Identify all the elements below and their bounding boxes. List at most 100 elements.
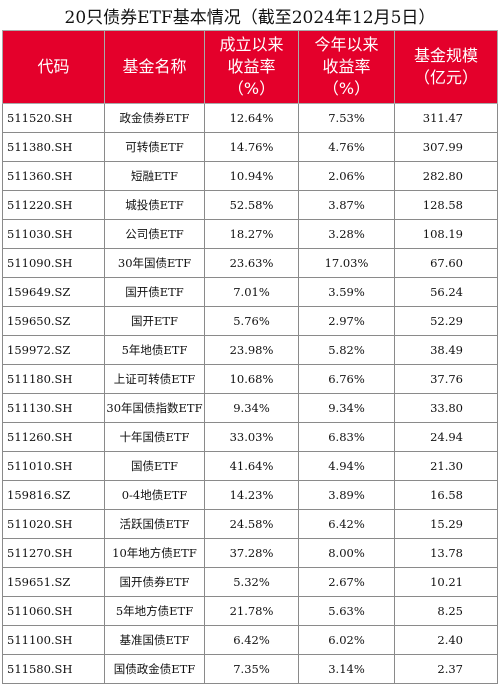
cell-since-inception: 24.58% — [204, 509, 299, 539]
cell-since-inception: 9.34% — [204, 393, 299, 423]
cell-code: 511180.SH — [2, 364, 105, 394]
page-title: 20只债券ETF基本情况（截至2024年12月5日） — [64, 7, 436, 28]
cell-name: 短融ETF — [104, 161, 205, 191]
cell-scale: 307.99 — [394, 132, 498, 162]
cell-code: 511130.SH — [2, 393, 105, 423]
cell-ytd: 2.97% — [298, 306, 395, 336]
cell-name: 30年国债ETF — [104, 248, 205, 278]
cell-code: 511030.SH — [2, 219, 105, 249]
cell-name: 十年国债ETF — [104, 422, 205, 452]
cell-since-inception: 10.94% — [204, 161, 299, 191]
cell-since-inception: 33.03% — [204, 422, 299, 452]
cell-name: 公司债ETF — [104, 219, 205, 249]
table-row: 511020.SH 活跃国债ETF 24.58% 6.42% 15.29 — [2, 509, 498, 539]
header-since-line-1: 成立以来 — [219, 35, 284, 54]
cell-code: 511260.SH — [2, 422, 105, 452]
table-row: 159649.SZ 国开债ETF 7.01% 3.59% 56.24 — [2, 277, 498, 307]
cell-name: 政金债券ETF — [104, 103, 205, 133]
cell-since-inception: 12.64% — [204, 103, 299, 133]
cell-ytd: 2.67% — [298, 567, 395, 597]
cell-ytd: 2.06% — [298, 161, 395, 191]
cell-scale: 67.60 — [394, 248, 498, 278]
header-since-line-2: 收益率 — [227, 57, 276, 76]
table-row: 511010.SH 国债ETF 41.64% 4.94% 21.30 — [2, 451, 498, 481]
cell-ytd: 6.42% — [298, 509, 395, 539]
cell-scale: 21.30 — [394, 451, 498, 481]
table-row: 511180.SH 上证可转债ETF 10.68% 6.76% 37.76 — [2, 364, 498, 394]
cell-code: 511360.SH — [2, 161, 105, 191]
cell-name: 国开债券ETF — [104, 567, 205, 597]
cell-ytd: 9.34% — [298, 393, 395, 423]
header-scale-line-2: （亿元） — [413, 68, 478, 87]
cell-since-inception: 37.28% — [204, 538, 299, 568]
cell-code: 159651.SZ — [2, 567, 105, 597]
table-row: 511520.SH 政金债券ETF 12.64% 7.53% 311.47 — [2, 103, 498, 133]
cell-since-inception: 23.98% — [204, 335, 299, 365]
cell-since-inception: 5.76% — [204, 306, 299, 336]
cell-since-inception: 21.78% — [204, 596, 299, 626]
cell-scale: 311.47 — [394, 103, 498, 133]
cell-name: 10年地方债ETF — [104, 538, 205, 568]
cell-scale: 2.40 — [394, 625, 498, 655]
cell-ytd: 8.00% — [298, 538, 395, 568]
cell-name: 可转债ETF — [104, 132, 205, 162]
table-row: 511360.SH 短融ETF 10.94% 2.06% 282.80 — [2, 161, 498, 191]
cell-name: 国债政金债ETF — [104, 654, 205, 684]
cell-code: 511380.SH — [2, 132, 105, 162]
header-ytd: 今年以来 收益率 （%） — [298, 30, 395, 104]
table-row: 511260.SH 十年国债ETF 33.03% 6.83% 24.94 — [2, 422, 498, 452]
cell-ytd: 6.76% — [298, 364, 395, 394]
cell-name: 上证可转债ETF — [104, 364, 205, 394]
cell-scale: 13.78 — [394, 538, 498, 568]
cell-code: 159816.SZ — [2, 480, 105, 510]
table-row: 511090.SH 30年国债ETF 23.63% 17.03% 67.60 — [2, 248, 498, 278]
cell-name: 0-4地债ETF — [104, 480, 205, 510]
cell-since-inception: 6.42% — [204, 625, 299, 655]
cell-code: 511020.SH — [2, 509, 105, 539]
cell-ytd: 6.02% — [298, 625, 395, 655]
cell-scale: 2.37 — [394, 654, 498, 684]
cell-code: 511220.SH — [2, 190, 105, 220]
cell-since-inception: 14.23% — [204, 480, 299, 510]
cell-scale: 10.21 — [394, 567, 498, 597]
cell-ytd: 7.53% — [298, 103, 395, 133]
cell-scale: 128.58 — [394, 190, 498, 220]
table-row: 511060.SH 5年地方债ETF 21.78% 5.63% 8.25 — [2, 596, 498, 626]
table-row: 511030.SH 公司债ETF 18.27% 3.28% 108.19 — [2, 219, 498, 249]
cell-ytd: 3.89% — [298, 480, 395, 510]
cell-code: 511270.SH — [2, 538, 105, 568]
cell-scale: 56.24 — [394, 277, 498, 307]
cell-since-inception: 7.35% — [204, 654, 299, 684]
header-name: 基金名称 — [104, 30, 205, 104]
cell-ytd: 3.59% — [298, 277, 395, 307]
cell-ytd: 4.76% — [298, 132, 395, 162]
table-row: 511220.SH 城投债ETF 52.58% 3.87% 128.58 — [2, 190, 498, 220]
cell-since-inception: 7.01% — [204, 277, 299, 307]
cell-name: 国开债ETF — [104, 277, 205, 307]
cell-ytd: 3.87% — [298, 190, 395, 220]
cell-scale: 38.49 — [394, 335, 498, 365]
cell-scale: 8.25 — [394, 596, 498, 626]
cell-scale: 16.58 — [394, 480, 498, 510]
cell-code: 511060.SH — [2, 596, 105, 626]
cell-scale: 52.29 — [394, 306, 498, 336]
cell-name: 国开ETF — [104, 306, 205, 336]
cell-name: 基准国债ETF — [104, 625, 205, 655]
cell-scale: 24.94 — [394, 422, 498, 452]
cell-scale: 37.76 — [394, 364, 498, 394]
cell-since-inception: 18.27% — [204, 219, 299, 249]
cell-code: 511580.SH — [2, 654, 105, 684]
table-row: 159816.SZ 0-4地债ETF 14.23% 3.89% 16.58 — [2, 480, 498, 510]
cell-since-inception: 10.68% — [204, 364, 299, 394]
cell-ytd: 3.14% — [298, 654, 395, 684]
cell-name: 30年国债指数ETF — [104, 393, 205, 423]
cell-name: 5年地方债ETF — [104, 596, 205, 626]
cell-code: 159649.SZ — [2, 277, 105, 307]
cell-since-inception: 23.63% — [204, 248, 299, 278]
table-row: 159972.SZ 5年地债ETF 23.98% 5.82% 38.49 — [2, 335, 498, 365]
cell-ytd: 6.83% — [298, 422, 395, 452]
cell-code: 511100.SH — [2, 625, 105, 655]
header-ytd-line-2: 收益率 — [322, 57, 371, 76]
table-body: 511520.SH 政金债券ETF 12.64% 7.53% 311.47 51… — [2, 103, 498, 684]
